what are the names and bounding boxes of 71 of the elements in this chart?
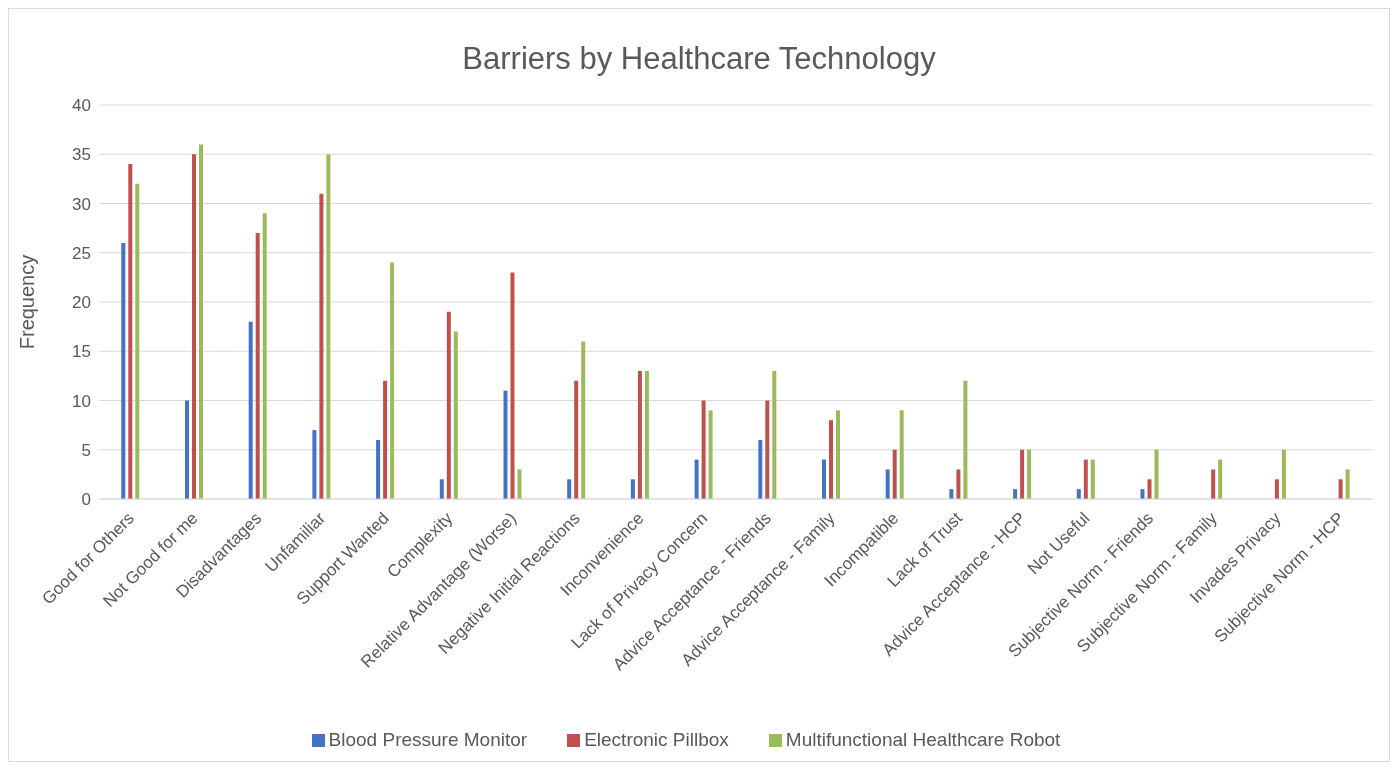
bar: [885, 469, 890, 499]
bar: [1027, 449, 1032, 499]
bar: [574, 380, 579, 499]
bar: [758, 439, 763, 499]
bar: [192, 154, 196, 499]
bar: [1020, 449, 1025, 499]
bar: [949, 489, 954, 499]
bar: [255, 233, 260, 499]
bar: [581, 341, 586, 499]
bar: [1281, 449, 1286, 499]
bar: [694, 459, 699, 499]
y-tick-label: 35: [72, 145, 91, 165]
bar: [822, 459, 826, 499]
bar: [1076, 489, 1081, 499]
bar: [829, 420, 833, 499]
chart-title: Barriers by Healthcare Technology: [461, 41, 937, 78]
bar: [135, 183, 140, 499]
y-tick-label: 5: [81, 440, 91, 460]
y-tick-label: 25: [72, 243, 91, 263]
bar: [517, 469, 522, 499]
bar: [567, 479, 572, 499]
bar: [312, 430, 317, 499]
legend-label: Multifunctional Healthcare Robot: [785, 729, 1061, 750]
bar: [326, 154, 331, 499]
bar: [1218, 459, 1223, 499]
bar: [963, 380, 968, 499]
y-tick-label: 40: [72, 96, 91, 116]
bar: [1154, 449, 1159, 499]
bar: [701, 400, 706, 499]
legend-label: Blood Pressure Monitor: [328, 729, 528, 750]
bar: [956, 469, 961, 499]
bar: [1345, 469, 1350, 499]
bar: [1147, 479, 1152, 499]
bar: [1274, 479, 1279, 499]
bar: [446, 311, 451, 499]
bar: [1083, 459, 1088, 499]
bar: [439, 479, 444, 499]
bar: [121, 242, 126, 499]
bar: [128, 164, 133, 499]
bar: [199, 144, 203, 499]
bar: [453, 331, 458, 499]
bar: [185, 400, 189, 499]
y-tick-label: 10: [72, 391, 91, 411]
bar: [248, 321, 253, 499]
y-tick-label: 0: [81, 490, 91, 510]
bar: [899, 410, 904, 499]
bar: [319, 193, 324, 499]
bar: [503, 390, 508, 499]
bar: [376, 439, 381, 499]
y-tick-label: 20: [72, 293, 91, 313]
bar: [1090, 459, 1095, 499]
legend-label: Electronic Pillbox: [584, 729, 729, 750]
bar: [637, 370, 642, 499]
y-tick-label: 30: [72, 194, 91, 214]
bar: [262, 213, 267, 499]
bar: [644, 370, 649, 499]
bar: [510, 272, 515, 499]
bar: [765, 400, 770, 499]
bar: [708, 410, 713, 499]
bar: [772, 370, 777, 499]
bar: [1140, 489, 1145, 499]
bar: [1013, 489, 1018, 499]
bar: [1338, 479, 1343, 499]
y-tick-label: 15: [72, 342, 91, 362]
bar: [390, 262, 395, 499]
bar: [892, 449, 897, 499]
bar: [836, 410, 840, 499]
bar: [1211, 469, 1216, 499]
y-axis-title: Frequency: [16, 254, 39, 350]
bar: [630, 479, 635, 499]
bar: [383, 380, 388, 499]
